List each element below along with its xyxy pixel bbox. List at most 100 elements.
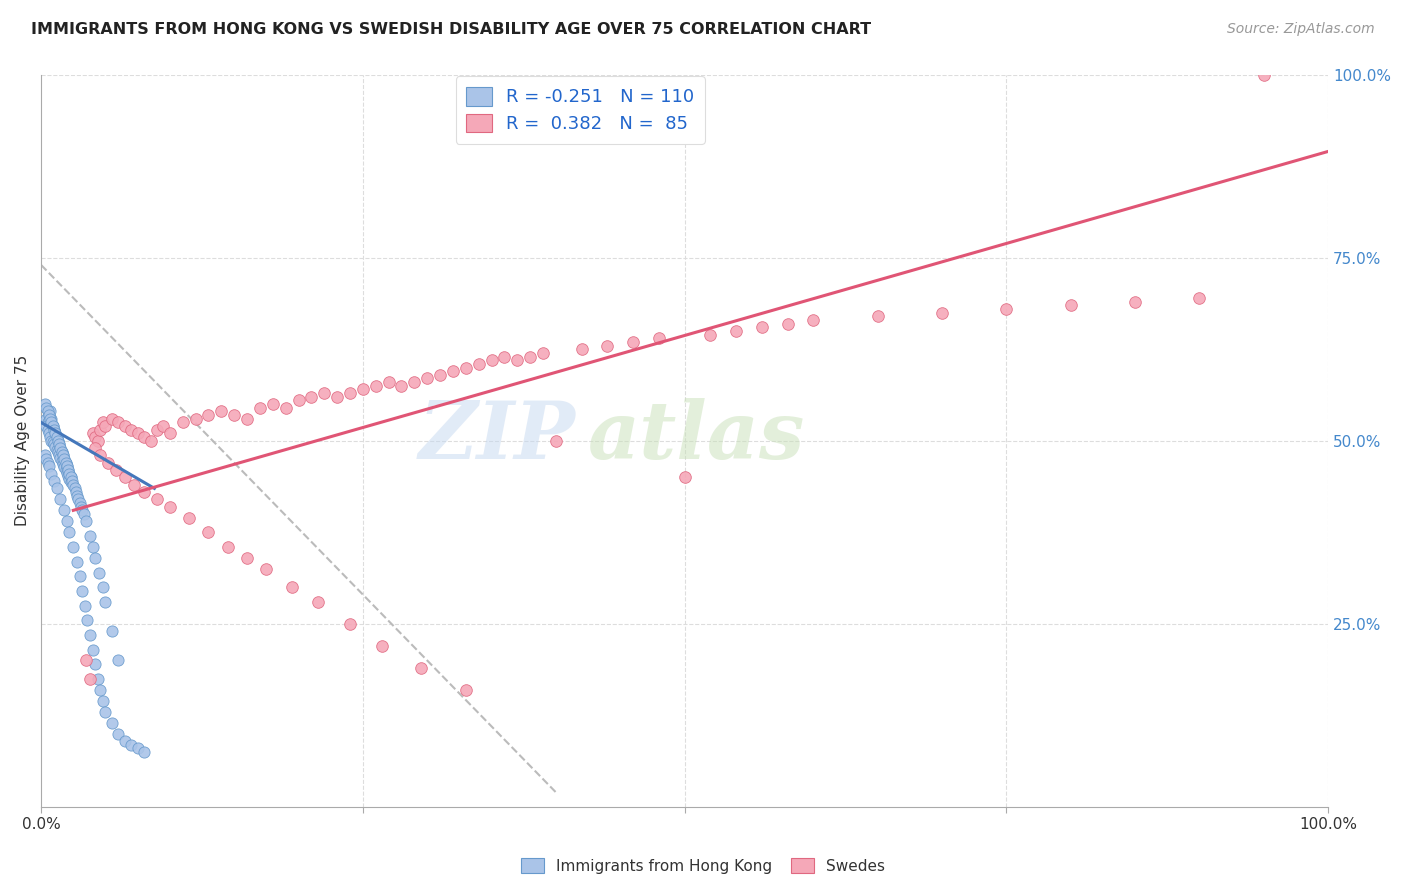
Point (41, 419, 63, 434)
Point (127, 741, 149, 756)
Point (37, 416, 59, 430)
Point (63, 481, 86, 495)
Point (58, 467, 80, 481)
Point (544, 434, 567, 448)
Point (49, 441, 72, 455)
Point (87, 434, 110, 448)
Point (699, 327, 721, 342)
Point (120, 423, 142, 437)
Point (339, 386, 361, 401)
Point (281, 580, 304, 594)
Point (274, 401, 297, 415)
Point (429, 368, 451, 382)
Point (91, 416, 114, 430)
Point (82, 426, 104, 441)
Point (75, 653, 97, 667)
Point (89, 449, 111, 463)
Point (55, 456, 77, 470)
Point (1060, 298, 1083, 312)
Point (84, 657, 107, 672)
Point (56, 466, 79, 480)
Point (197, 525, 219, 540)
Point (39, 404, 62, 418)
Point (751, 320, 773, 334)
Point (249, 401, 271, 415)
Point (79, 628, 101, 642)
Point (127, 426, 149, 441)
Point (59, 470, 82, 484)
Point (84, 430, 107, 444)
Text: IMMIGRANTS FROM HONG KONG VS SWEDISH DISABILITY AGE OVER 75 CORRELATION CHART: IMMIGRANTS FROM HONG KONG VS SWEDISH DIS… (31, 22, 872, 37)
Point (132, 430, 155, 444)
Point (172, 416, 194, 430)
Point (441, 364, 464, 378)
Point (41, 434, 63, 448)
Point (37, 423, 59, 437)
Point (404, 375, 426, 389)
Point (107, 727, 129, 741)
Point (107, 416, 129, 430)
Point (76, 613, 98, 627)
Point (120, 738, 142, 752)
Point (184, 411, 207, 425)
Point (66, 555, 89, 569)
Point (132, 745, 155, 759)
Point (44, 426, 66, 441)
Point (51, 454, 73, 468)
Point (262, 397, 284, 411)
Legend: Immigrants from Hong Kong, Swedes: Immigrants from Hong Kong, Swedes (515, 852, 891, 880)
Point (60, 474, 83, 488)
Point (42, 437, 65, 451)
Point (82, 540, 104, 554)
Point (1123, 294, 1146, 309)
Point (42, 423, 65, 437)
Point (58, 467, 80, 481)
Point (146, 492, 169, 507)
Point (931, 305, 953, 319)
Point (48, 437, 70, 451)
Point (38, 408, 60, 422)
Point (132, 485, 155, 500)
Point (326, 390, 349, 404)
Point (56, 463, 79, 477)
Point (49, 492, 72, 507)
Point (339, 616, 361, 631)
Point (46, 445, 69, 459)
Point (94, 419, 117, 434)
Point (53, 460, 76, 475)
Point (45, 430, 67, 444)
Point (37, 456, 59, 470)
Point (56, 459, 79, 474)
Point (481, 353, 503, 368)
Point (45, 442, 67, 457)
Point (454, 682, 477, 697)
Point (91, 580, 114, 594)
Legend: R = -0.251   N = 110, R =  0.382   N =  85: R = -0.251 N = 110, R = 0.382 N = 85 (456, 76, 704, 144)
Point (39, 411, 62, 425)
Point (801, 313, 824, 327)
Point (1253, 68, 1275, 82)
Point (519, 350, 541, 364)
Point (53, 452, 76, 467)
Point (38, 459, 60, 474)
Point (467, 357, 489, 371)
Point (58, 525, 80, 540)
Point (299, 390, 322, 404)
Point (287, 393, 309, 408)
Point (107, 653, 129, 667)
Point (51, 444, 73, 458)
Point (66, 489, 89, 503)
Point (46, 434, 69, 448)
Point (70, 500, 93, 514)
Point (53, 503, 76, 517)
Point (648, 331, 671, 345)
Point (67, 492, 90, 507)
Point (35, 452, 58, 467)
Point (34, 397, 56, 411)
Point (72, 507, 94, 521)
Point (995, 301, 1018, 316)
Point (73, 599, 96, 613)
Point (53, 452, 76, 467)
Point (59, 470, 82, 484)
Point (49, 441, 72, 455)
